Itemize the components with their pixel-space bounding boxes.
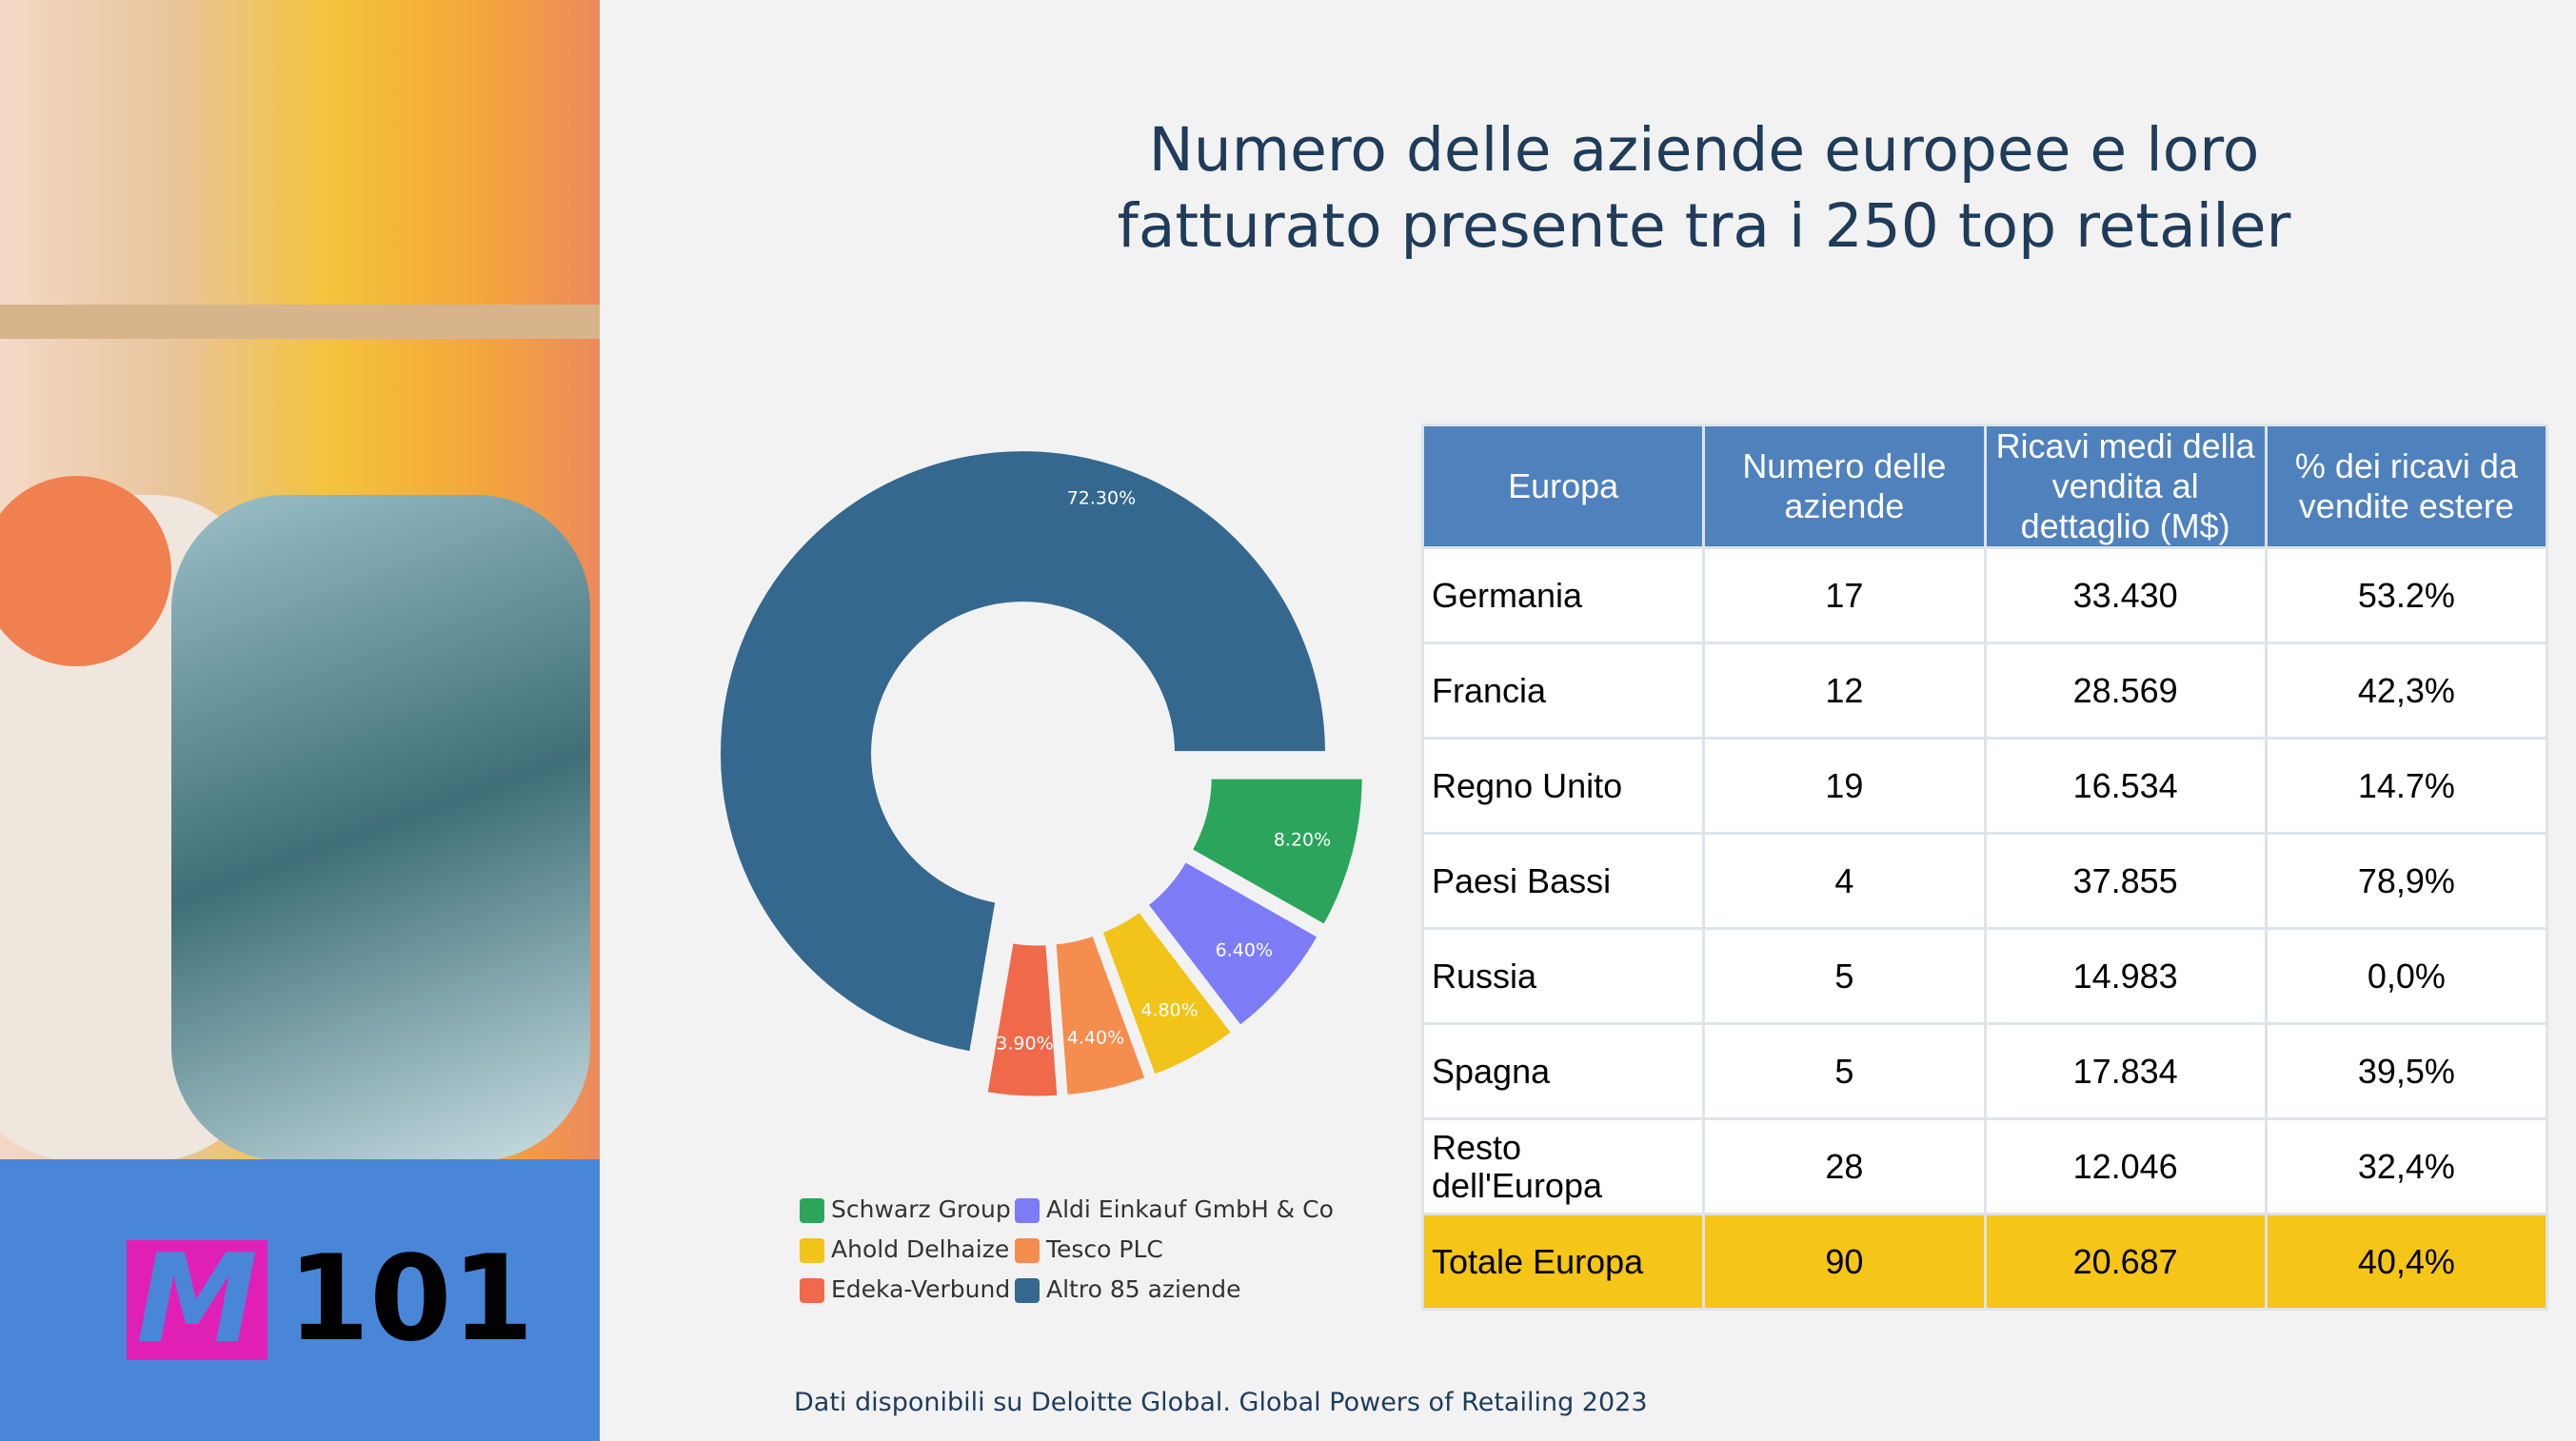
legend-swatch	[1015, 1198, 1040, 1223]
title: Numero delle aziende europee e loro fatt…	[1047, 112, 2361, 265]
legend-label: Edeka-Verbund	[831, 1275, 1010, 1303]
header-cell: Europa	[1420, 424, 1706, 549]
table-row: Francia 12 28.569 42,3%	[1420, 642, 2549, 740]
title-line: fatturato presente tra i 250 top retaile…	[1117, 191, 2291, 261]
table-cell: 4	[1702, 832, 1987, 930]
table-row: Germania 17 33.430 53.2%	[1420, 546, 2549, 644]
rail	[0, 305, 600, 339]
table-cell: Germania	[1420, 546, 1706, 644]
logo-mark: M	[127, 1239, 268, 1361]
table-cell: 5	[1702, 1022, 1987, 1120]
logo-box	[0, 1159, 600, 1441]
table-cell: 39,5%	[2264, 1022, 2549, 1120]
footnote: Dati disponibili su Deloitte Global. Glo…	[794, 1388, 1648, 1417]
table-cell: 90	[1702, 1213, 1987, 1311]
data-label: 3.90%	[996, 1034, 1053, 1055]
table-cell: 28.569	[1983, 642, 2268, 740]
table-cell: Regno Unito	[1420, 737, 1706, 835]
data-label: 72.30%	[1067, 488, 1136, 509]
table-cell: 20.687	[1983, 1213, 2268, 1311]
data-label: 6.40%	[1216, 939, 1273, 960]
table-cell: Francia	[1420, 642, 1706, 740]
legend-label: Aldi Einkauf GmbH & Co	[1046, 1195, 1334, 1223]
table-cell: 12.046	[1983, 1117, 2268, 1215]
table-cell: 78,9%	[2264, 832, 2549, 930]
pie-slice	[1142, 856, 1323, 1032]
table-cell: 17.834	[1983, 1022, 2268, 1120]
logo-text: 101	[287, 1231, 534, 1368]
legend-label: Schwarz Group	[831, 1195, 1011, 1223]
table-cell: 42,3%	[2264, 642, 2549, 740]
pie-slice	[716, 446, 1331, 1056]
table-cell: 16.534	[1983, 737, 2268, 835]
legend-label: Ahold Delhaize	[831, 1235, 1009, 1263]
table-cell: 12	[1702, 642, 1987, 740]
table-row: Totale Europa 90 20.687 40,4%	[1420, 1213, 2549, 1311]
table: Europa Numero delle aziende Ricavi medi de…	[1420, 424, 2549, 1311]
header-cell: % dei ricavi da vendite estere	[2264, 424, 2549, 549]
table-cell: 17	[1702, 546, 1987, 644]
table-cell: 53.2%	[2264, 546, 2549, 644]
table-cell: Russia	[1420, 927, 1706, 1025]
pie-slice	[1051, 930, 1151, 1100]
header-cell: Numero delle aziende	[1702, 424, 1987, 549]
data-label: 4.40%	[1067, 1027, 1124, 1048]
coat	[0, 476, 171, 666]
table-cell: 37.855	[1983, 832, 2268, 930]
table-header: Europa Numero delle aziende Ricavi medi de…	[1420, 424, 2549, 549]
legend-swatch	[800, 1198, 824, 1223]
table-cell: 5	[1702, 927, 1987, 1025]
table-cell: Totale Europa	[1420, 1213, 1706, 1311]
chart: 8.20% 6.40% 4.80% 4.40% 3.90% 72.30% Schwarz G…	[716, 446, 1367, 1303]
pie-slice	[981, 938, 1062, 1101]
table-cell: 28	[1702, 1117, 1987, 1215]
table-body: Germania 17 33.430 53.2% Francia 12 28.569 42,3…	[1420, 546, 2549, 1311]
table-cell: 0,0%	[2264, 927, 2549, 1025]
legend-swatch	[800, 1238, 824, 1263]
legend-label: Altro 85 aziende	[1046, 1275, 1240, 1303]
table-cell: 32,4%	[2264, 1117, 2549, 1215]
table-cell: 14.7%	[2264, 737, 2549, 835]
pie-slice	[1097, 906, 1238, 1080]
pie-slice	[1186, 774, 1367, 931]
legend-swatch	[800, 1278, 824, 1303]
table-cell: 33.430	[1983, 546, 2268, 644]
table-cell: Spagna	[1420, 1022, 1706, 1120]
legend-label: Tesco PLC	[1045, 1235, 1163, 1263]
table-row: Regno Unito 19 16.534 14.7%	[1420, 737, 2549, 835]
table-row: Resto dell'Europa 28 12.046 32,4%	[1420, 1117, 2549, 1215]
table-cell: 14.983	[1983, 927, 2268, 1025]
data-label: 4.80%	[1140, 999, 1198, 1020]
coat	[171, 495, 590, 1161]
header-cell: Ricavi medi della vendita al dettaglio (…	[1983, 424, 2268, 549]
photo	[0, 0, 600, 1161]
table-cell: 19	[1702, 737, 1987, 835]
table-row: Spagna 5 17.834 39,5%	[1420, 1022, 2549, 1120]
table-cell: Resto dell'Europa	[1420, 1117, 1706, 1215]
table-cell: Paesi Bassi	[1420, 832, 1706, 930]
legend-swatch	[1015, 1238, 1040, 1263]
table-cell: 40,4%	[2264, 1213, 2549, 1311]
title-line: Numero delle aziende europee e loro	[1148, 115, 2260, 185]
table-row: Russia 5 14.983 0,0%	[1420, 927, 2549, 1025]
table-row: Paesi Bassi 4 37.855 78,9%	[1420, 832, 2549, 930]
legend-swatch	[1015, 1278, 1040, 1303]
data-label: 8.20%	[1274, 830, 1331, 851]
